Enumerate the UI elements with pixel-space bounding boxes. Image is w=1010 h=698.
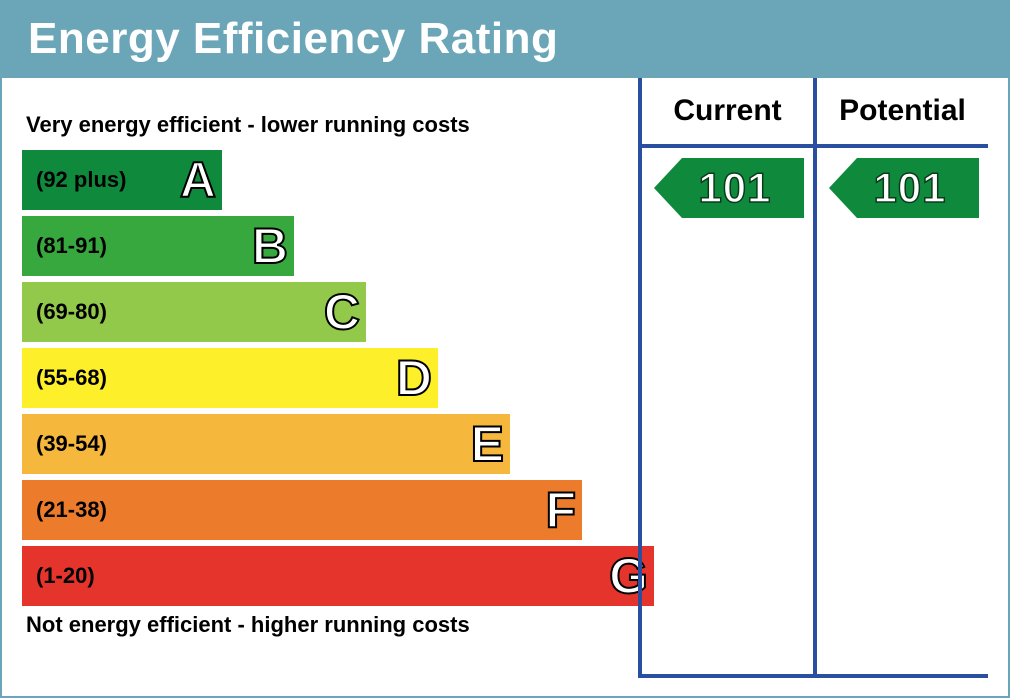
band-range: (81-91)	[36, 233, 107, 259]
chart-body: Very energy efficient - lower running co…	[2, 78, 1008, 690]
epc-chart: Energy Efficiency Rating Very energy eff…	[0, 0, 1010, 698]
current-rating-arrow: 101	[654, 158, 804, 218]
band-range: (55-68)	[36, 365, 107, 391]
potential-column: Potential 101	[813, 78, 988, 678]
band-f: (21-38) F	[22, 480, 582, 540]
potential-rating-arrow: 101	[829, 158, 979, 218]
band-c: (69-80) C	[22, 282, 366, 342]
band-range: (1-20)	[36, 563, 95, 589]
band-range: (21-38)	[36, 497, 107, 523]
band-letter: E	[471, 419, 504, 469]
current-rating-value: 101	[654, 158, 798, 218]
rating-columns: Current 101 Potential 101	[638, 78, 988, 678]
current-column: Current 101	[638, 78, 813, 678]
column-divider	[642, 144, 813, 148]
chart-title: Energy Efficiency Rating	[2, 0, 1008, 78]
band-letter: B	[252, 221, 288, 271]
potential-header: Potential	[817, 78, 988, 144]
band-d: (55-68) D	[22, 348, 438, 408]
band-range: (39-54)	[36, 431, 107, 457]
caption-top: Very energy efficient - lower running co…	[26, 112, 652, 138]
band-letter: D	[396, 353, 432, 403]
current-header: Current	[642, 78, 813, 144]
band-b: (81-91) B	[22, 216, 294, 276]
band-g: (1-20)G	[22, 546, 654, 606]
caption-bottom: Not energy efficient - higher running co…	[26, 612, 652, 638]
band-letter: F	[545, 485, 576, 535]
column-divider	[817, 144, 988, 148]
bands-list: (92 plus) A (81-91) B (69-80) C (55-68) D (39-54…	[22, 150, 652, 606]
band-letter: A	[180, 155, 216, 205]
potential-rating-value: 101	[829, 158, 973, 218]
band-letter: C	[324, 287, 360, 337]
band-a: (92 plus) A	[22, 150, 222, 210]
band-range: (69-80)	[36, 299, 107, 325]
band-range: (92 plus)	[36, 167, 126, 193]
bands-panel: Very energy efficient - lower running co…	[22, 112, 652, 638]
band-e: (39-54) E	[22, 414, 510, 474]
